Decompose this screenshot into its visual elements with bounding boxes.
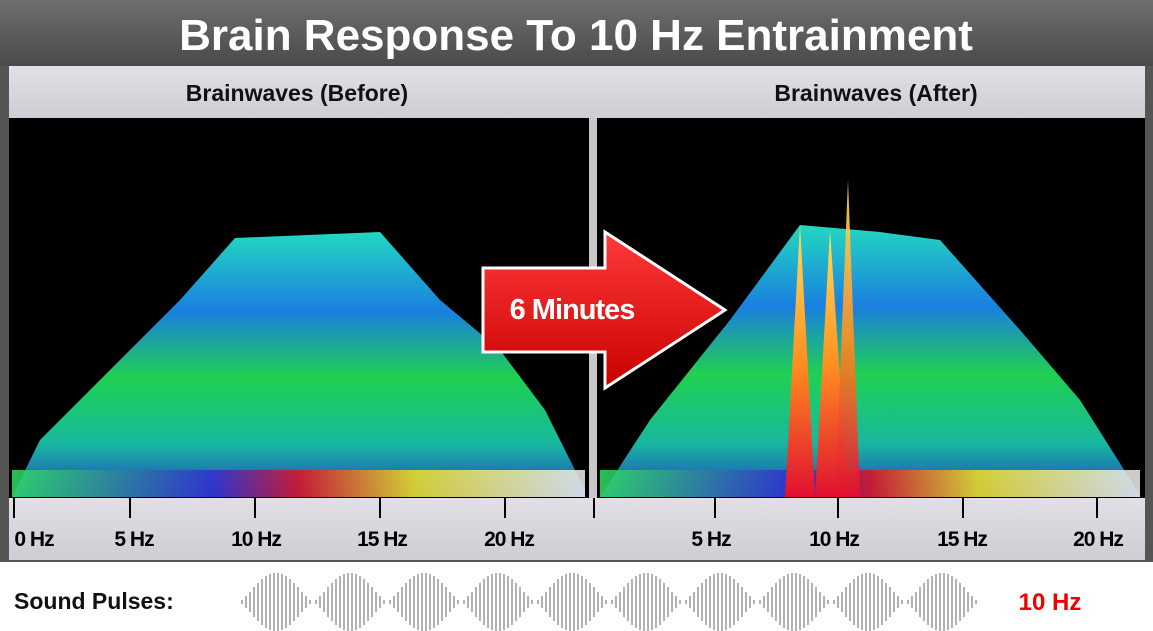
tick-label: 20 Hz — [1073, 528, 1123, 551]
spectrum-before — [12, 232, 585, 497]
tick-label: 10 Hz — [231, 528, 281, 551]
title: Brain Response To 10 Hz Entrainment — [179, 11, 973, 60]
panel-label: Brainwaves (Before) — [186, 80, 408, 106]
tick-label: 15 Hz — [357, 528, 407, 551]
panel-label: Brainwaves (After) — [774, 80, 977, 106]
axis-strip — [9, 498, 1145, 560]
subheader-bar — [9, 66, 1145, 118]
spectrum-after — [600, 225, 1140, 497]
tick-label: 10 Hz — [809, 528, 859, 551]
tick-label: 5 Hz — [114, 528, 154, 551]
pulse-frequency: 10 Hz — [1019, 589, 1082, 616]
spectrum-base — [12, 470, 585, 497]
sound-pulses — [241, 572, 977, 631]
arrow — [481, 229, 728, 391]
tick-label: 15 Hz — [937, 528, 987, 551]
spectrum-base — [600, 470, 1140, 497]
spike — [785, 225, 815, 497]
tick-label: 0 Hz — [14, 528, 54, 551]
footer-label: Sound Pulses: — [14, 588, 174, 614]
spike — [835, 180, 860, 497]
header-bar — [0, 0, 1153, 66]
tick-marks — [13, 498, 1098, 518]
tick-label: 20 Hz — [484, 528, 534, 551]
tick-label: 5 Hz — [691, 528, 731, 551]
arrow-label: 6 Minutes — [510, 294, 635, 326]
